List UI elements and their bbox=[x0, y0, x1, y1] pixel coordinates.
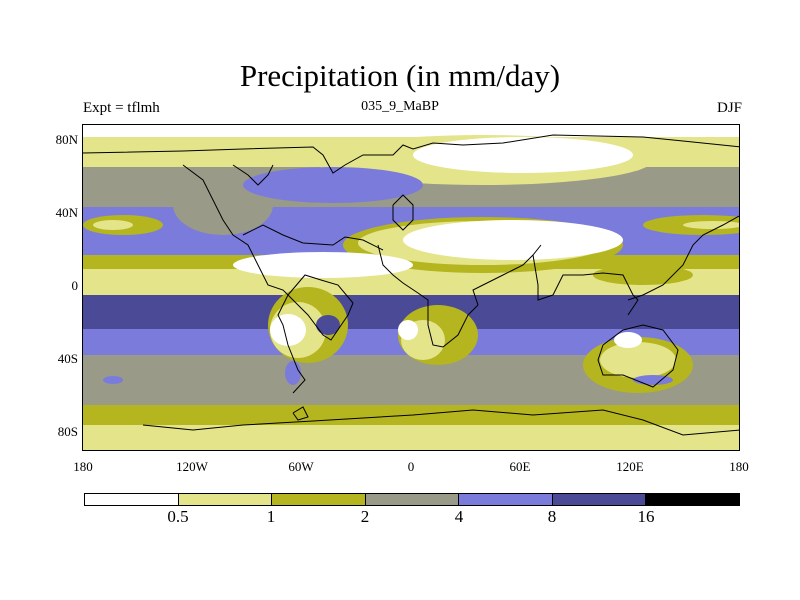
x-tick-label: 60W bbox=[288, 459, 314, 474]
x-tick-label: 60E bbox=[509, 459, 531, 474]
map-canvas bbox=[83, 125, 739, 450]
colorbar-box bbox=[272, 494, 366, 505]
plot-title: Precipitation (in mm/day) bbox=[239, 58, 561, 93]
season-label: DJF bbox=[716, 100, 742, 116]
colorbar-level-label: 16 bbox=[637, 507, 655, 526]
x-tick-label: 180 bbox=[729, 459, 749, 474]
colorbar-box bbox=[85, 494, 179, 505]
x-tick-label: 120W bbox=[176, 459, 208, 474]
colorbar-level-label: 4 bbox=[454, 507, 464, 526]
colorbar-box bbox=[459, 494, 553, 505]
colorbar-level-label: 8 bbox=[547, 507, 557, 526]
colorbar-box bbox=[646, 494, 740, 505]
y-tick-label: 80N bbox=[55, 132, 78, 147]
colorbar-box bbox=[552, 494, 647, 505]
y-tick-label: 0 bbox=[71, 278, 79, 293]
x-tick-label: 180 bbox=[73, 459, 93, 474]
colorbar-level-label: 1 bbox=[266, 507, 276, 526]
y-tick-label: 40S bbox=[57, 351, 78, 366]
precip-regions bbox=[83, 135, 739, 393]
experiment-label: Expt = tflmh bbox=[83, 100, 160, 116]
precipitation-map bbox=[82, 124, 740, 451]
x-tick-label: 0 bbox=[407, 459, 415, 474]
x-tick-label: 120E bbox=[616, 459, 644, 474]
colorbar-level-label: 0.5 bbox=[167, 507, 189, 526]
colorbar-level-label: 2 bbox=[360, 507, 370, 526]
period-label: 035_9_MaBP bbox=[361, 99, 439, 114]
y-tick-label: 40N bbox=[55, 205, 78, 220]
colorbar bbox=[84, 493, 740, 506]
colorbar-box bbox=[178, 494, 273, 505]
coastlines bbox=[83, 134, 739, 436]
colorbar-box bbox=[365, 494, 460, 505]
y-tick-label: 80S bbox=[57, 424, 78, 439]
